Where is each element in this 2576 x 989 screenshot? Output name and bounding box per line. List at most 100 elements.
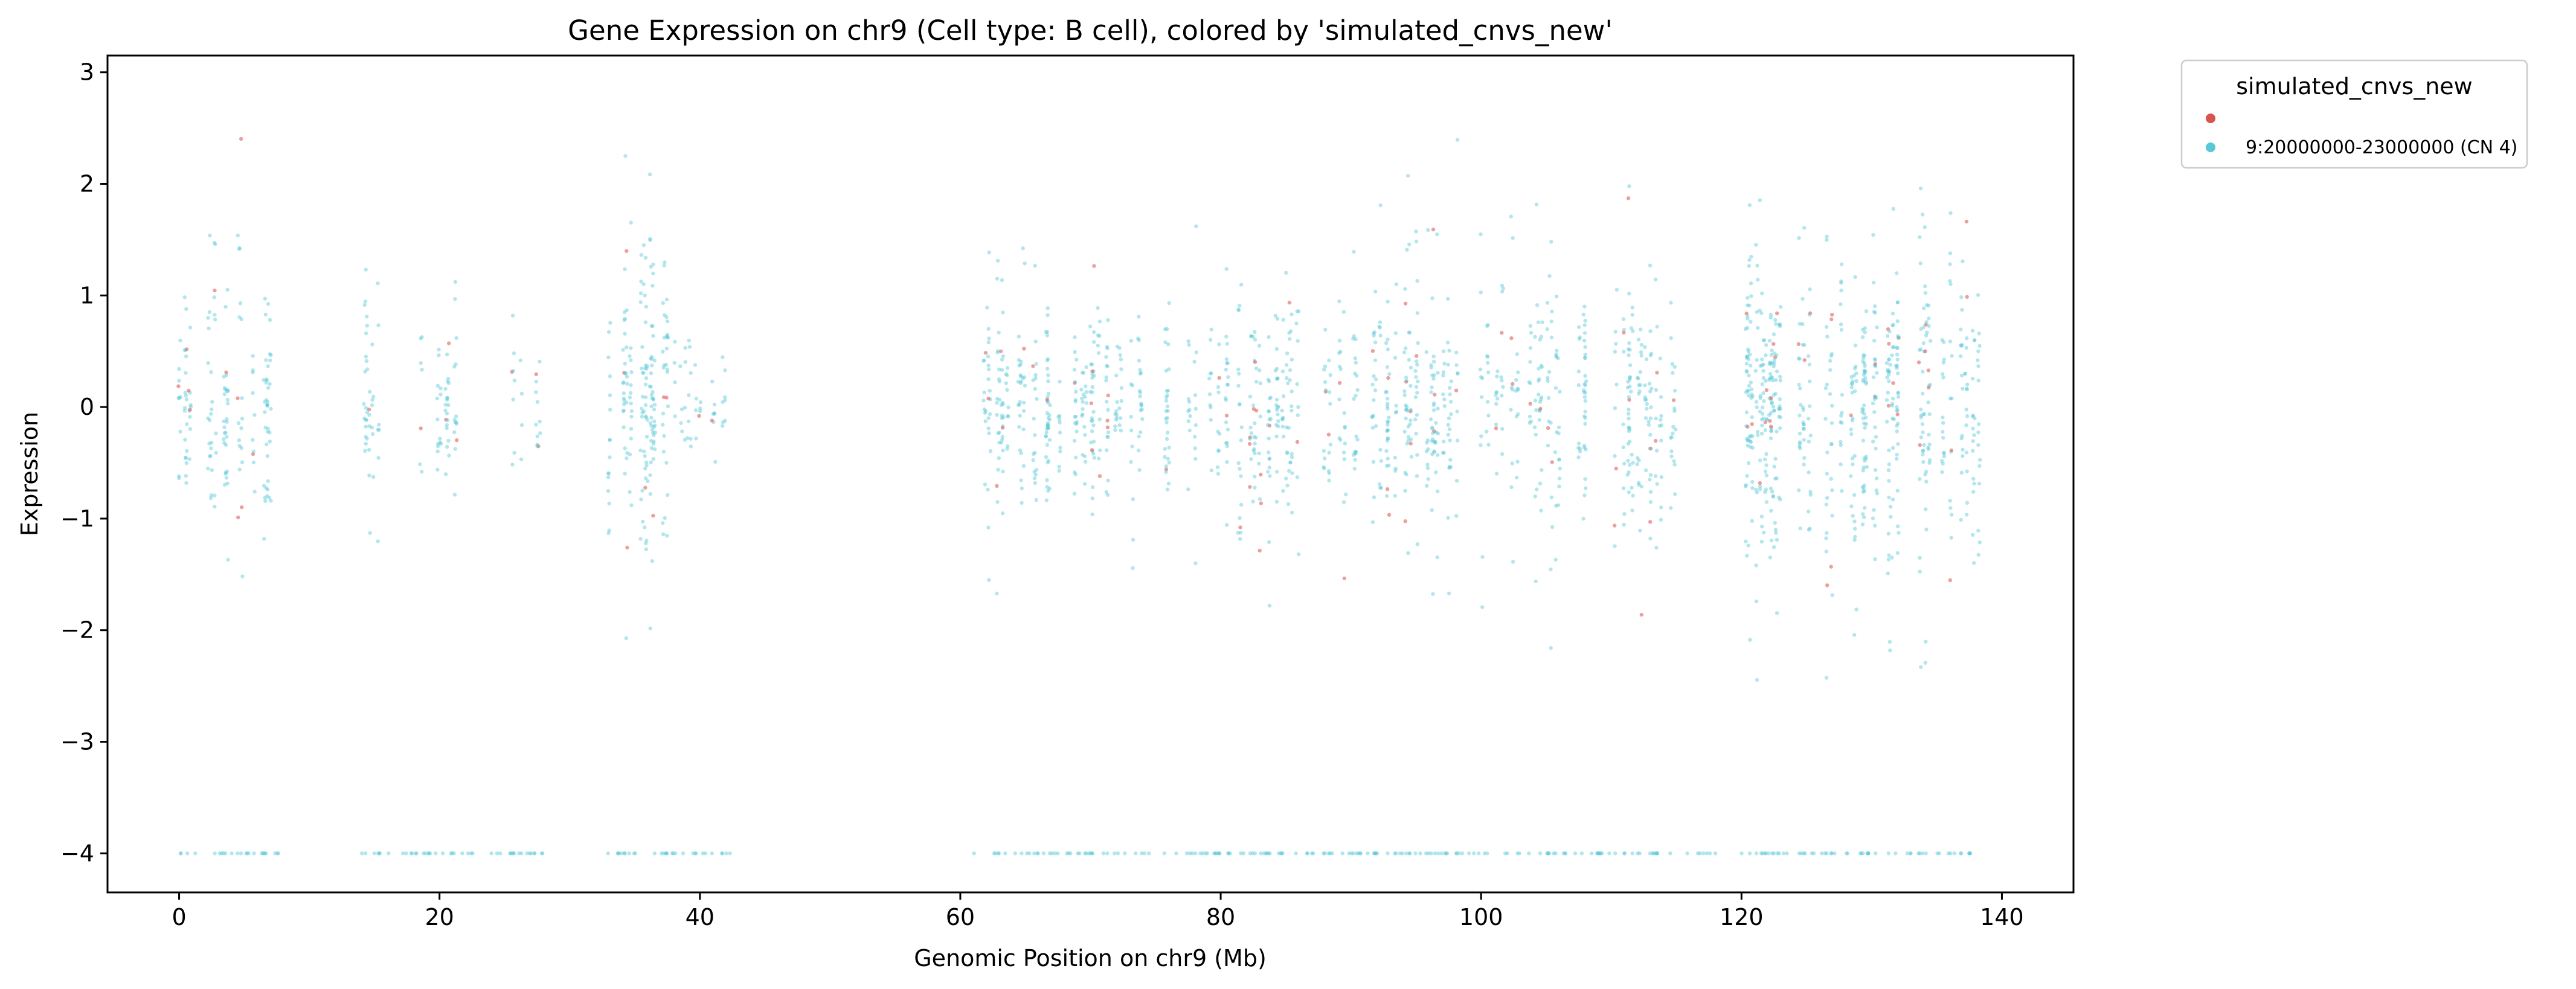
data-point — [251, 449, 256, 453]
data-point — [1281, 415, 1285, 420]
y-tick-label: −2 — [60, 617, 94, 644]
y-tick-label: −4 — [60, 840, 94, 866]
data-point — [362, 416, 367, 421]
data-point — [1406, 173, 1410, 178]
data-point — [1558, 466, 1562, 471]
data-point — [1553, 851, 1558, 856]
data-point — [1249, 457, 1253, 461]
x-tick-label: 0 — [172, 904, 186, 930]
data-point — [1000, 414, 1004, 418]
data-point — [1046, 416, 1051, 420]
data-point — [1448, 465, 1453, 469]
data-point — [1771, 405, 1776, 409]
data-point — [269, 499, 273, 503]
data-point — [1415, 359, 1419, 363]
data-point — [1377, 482, 1382, 487]
data-point — [1797, 322, 1802, 326]
data-point — [539, 851, 544, 856]
data-point — [512, 450, 516, 455]
data-point — [1073, 350, 1077, 354]
data-point — [1941, 360, 1945, 365]
data-point — [1415, 279, 1419, 283]
data-point — [1871, 516, 1875, 520]
data-point — [223, 388, 228, 392]
data-point — [1164, 464, 1169, 469]
data-point — [1555, 294, 1559, 299]
data-point — [1538, 406, 1543, 411]
data-point — [1409, 455, 1413, 459]
data-point — [1393, 356, 1398, 360]
data-point — [1773, 520, 1777, 525]
data-point — [1236, 531, 1240, 535]
data-point — [1267, 417, 1271, 421]
data-point — [1924, 851, 1928, 856]
data-point — [1769, 508, 1773, 513]
data-point — [222, 437, 226, 441]
data-point — [1755, 263, 1759, 268]
data-point — [694, 437, 698, 441]
data-point — [620, 851, 624, 856]
data-point — [1494, 426, 1498, 430]
data-point — [1322, 465, 1326, 469]
data-point — [622, 402, 626, 406]
data-point — [1864, 422, 1869, 426]
data-point — [1797, 357, 1802, 361]
data-point — [1808, 490, 1813, 494]
data-point — [996, 467, 1000, 472]
data-point — [188, 408, 192, 412]
data-point — [1825, 234, 1829, 238]
data-point — [1337, 436, 1341, 440]
data-point — [1407, 330, 1411, 334]
data-point — [1129, 382, 1133, 386]
data-point — [1250, 851, 1254, 856]
data-point — [445, 444, 449, 449]
data-point — [1807, 362, 1812, 366]
data-point — [1852, 493, 1857, 497]
data-point — [525, 851, 529, 856]
data-point — [983, 419, 988, 423]
data-point — [1006, 444, 1010, 449]
data-point — [1446, 423, 1450, 427]
data-point — [621, 409, 626, 414]
data-point — [1372, 398, 1376, 402]
data-point — [1372, 374, 1376, 379]
data-point — [1073, 380, 1077, 385]
data-point — [1781, 851, 1786, 856]
data-point — [1494, 390, 1499, 394]
data-point — [1203, 851, 1208, 856]
data-point — [995, 500, 1000, 504]
data-point — [1482, 851, 1487, 856]
data-point — [724, 851, 728, 856]
data-point — [268, 318, 272, 322]
data-point — [995, 258, 1000, 263]
data-point — [1654, 416, 1658, 421]
data-point — [995, 413, 999, 417]
data-point — [1510, 461, 1514, 466]
data-point — [1280, 417, 1285, 421]
data-point — [1890, 397, 1895, 401]
data-point — [998, 349, 1003, 354]
data-point — [214, 431, 218, 435]
data-point — [1404, 403, 1408, 408]
data-point — [1768, 486, 1773, 491]
data-point — [1286, 381, 1290, 386]
data-point — [995, 277, 1000, 281]
data-point — [1343, 426, 1347, 430]
data-point — [1440, 851, 1444, 856]
data-point — [1745, 325, 1750, 330]
data-point — [1824, 536, 1828, 540]
data-point — [1860, 327, 1865, 332]
data-point — [1505, 851, 1509, 856]
data-point — [1807, 440, 1811, 444]
data-point — [1886, 373, 1891, 377]
data-point — [1538, 338, 1542, 342]
data-point — [1744, 424, 1749, 428]
x-tick-label: 60 — [946, 904, 975, 930]
data-point — [661, 350, 665, 354]
data-point — [265, 403, 269, 408]
data-point — [1769, 424, 1773, 429]
data-point — [1584, 486, 1588, 490]
data-point — [1864, 309, 1869, 313]
data-point — [1628, 363, 1633, 368]
data-point — [1961, 447, 1965, 452]
